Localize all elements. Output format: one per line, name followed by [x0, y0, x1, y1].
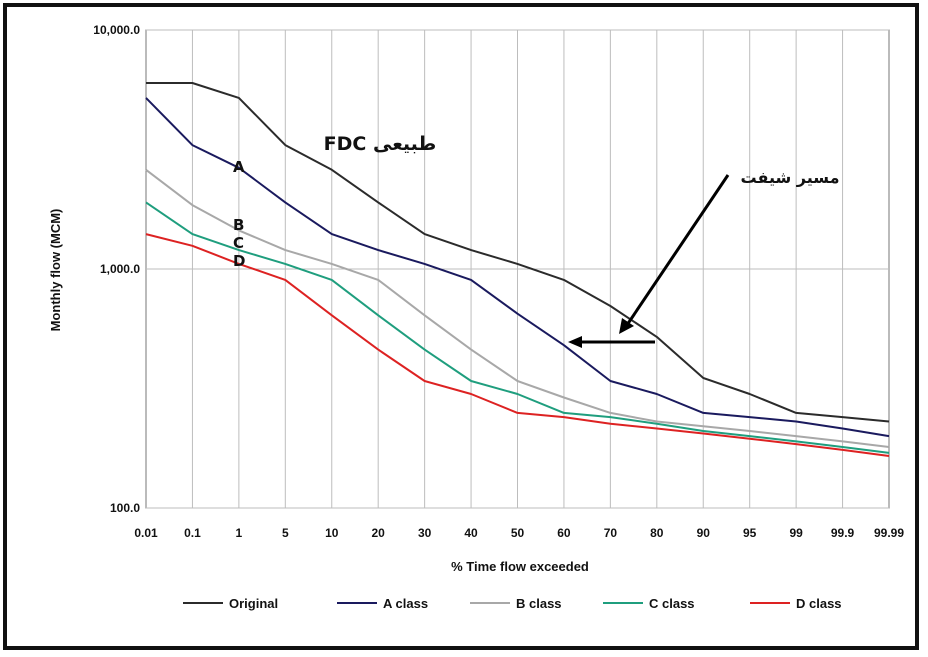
diagonal-arrow — [625, 174, 730, 326]
legend-label: B class — [516, 595, 562, 611]
x-tick-label: 80 — [650, 526, 664, 540]
legend-item-b-class: B class — [470, 588, 562, 618]
annotation-d: D — [233, 252, 245, 270]
x-tick-label: 50 — [511, 526, 525, 540]
diagonal-arrow-head — [619, 318, 634, 334]
legend-label: A class — [383, 595, 429, 611]
x-tick-label: 40 — [464, 526, 478, 540]
x-tick-label: 90 — [697, 526, 711, 540]
y-tick-label: 10,000.0 — [93, 23, 140, 37]
y-tick-label: 1,000.0 — [100, 262, 140, 276]
shift-arrows — [568, 174, 730, 348]
x-tick-label: 95 — [743, 526, 757, 540]
tick-layer: 0.01 0.1 1 5 10 20 30 40 50 60 70 80 90 95 99 99.9 99.99… — [93, 23, 904, 540]
legend-label: D class — [796, 595, 842, 611]
x-tick-label: 70 — [604, 526, 618, 540]
annotation-a: A — [233, 158, 245, 176]
legend-swatch — [750, 602, 790, 604]
y-tick-label: 100.0 — [110, 501, 140, 515]
x-tick-label: 30 — [418, 526, 432, 540]
x-tick-label: 99.99 — [874, 526, 904, 540]
legend-item-c-class: C class — [603, 588, 695, 618]
legend-item-a-class: A class — [337, 588, 428, 618]
x-tick-label: 60 — [557, 526, 571, 540]
annotation-fdc: FDC طبیعی — [324, 133, 437, 155]
legend-swatch — [603, 602, 643, 604]
legend-swatch — [183, 602, 223, 604]
y-axis-label: Monthly flow (MCM) — [48, 209, 63, 332]
legend-swatch — [337, 602, 377, 604]
series-line-c-class — [145, 201, 890, 454]
legend-item-original: Original — [183, 588, 278, 618]
legend-item-d-class: D class — [750, 588, 842, 618]
legend-label: C class — [649, 595, 695, 611]
annotation-c: C — [233, 234, 244, 252]
annotation-b: B — [233, 216, 244, 234]
legend-label: Original — [229, 595, 279, 611]
legend: Original A class B class C class D class — [0, 588, 928, 618]
grid — [145, 29, 890, 509]
annotation-shift-path: مسیر شیفت — [741, 168, 840, 187]
x-tick-label: 99.9 — [831, 526, 855, 540]
horizontal-arrow-head — [568, 336, 582, 348]
series-line-original — [146, 82, 890, 423]
chart-frame — [3, 3, 919, 650]
x-tick-label: 0.01 — [134, 526, 158, 540]
series-line-b-class — [145, 169, 890, 448]
x-tick-label: 1 — [236, 526, 243, 540]
series-layer — [145, 82, 890, 457]
x-tick-label: 20 — [372, 526, 386, 540]
x-tick-label: 5 — [282, 526, 289, 540]
series-line-a-class — [145, 97, 890, 438]
x-tick-label: 0.1 — [184, 526, 201, 540]
x-tick-label: 10 — [325, 526, 339, 540]
series-line-d-class — [145, 233, 890, 457]
x-tick-label: 99 — [789, 526, 803, 540]
legend-swatch — [470, 602, 510, 604]
x-axis-label: % Time flow exceeded — [451, 559, 589, 574]
